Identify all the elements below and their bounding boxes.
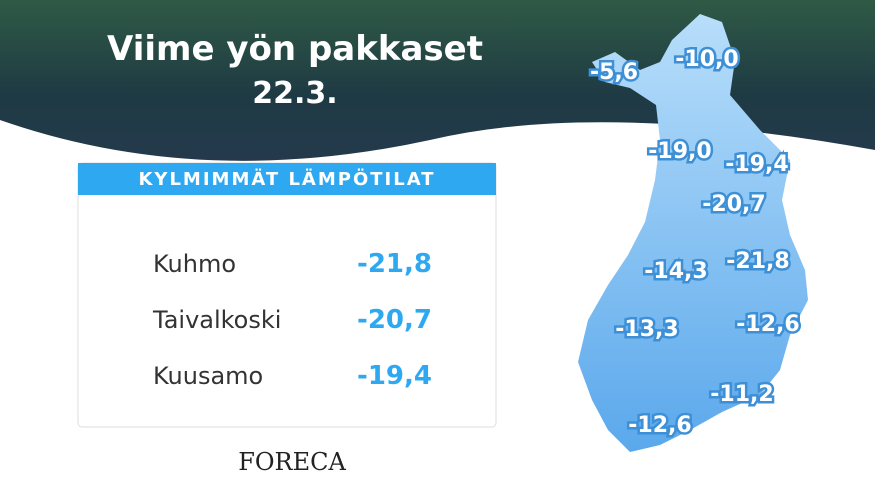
map-label: -19,4 (725, 152, 788, 177)
map-label: -11,2 (710, 382, 773, 407)
map-label: -19,0 (648, 139, 711, 164)
city: Taivalkoski (152, 306, 281, 334)
map-label: -5,6 (590, 60, 638, 85)
temperature: -20,7 (357, 305, 432, 335)
temperature: -21,8 (357, 249, 432, 279)
finland-map (578, 14, 808, 452)
date: 22.3. (252, 76, 337, 111)
aurora-sky (0, 0, 875, 161)
map-label: -12,6 (736, 312, 799, 337)
map-label: -21,8 (726, 249, 789, 274)
map-label: -14,3 (644, 259, 707, 284)
map-label: -12,6 (628, 413, 691, 438)
logo: FORECA (238, 448, 346, 476)
map-label: -20,7 (702, 192, 765, 217)
city: Kuhmo (153, 250, 236, 278)
city: Kuusamo (153, 362, 263, 390)
map-labels: -5,6 -10,0 -19,0 -19,4 -20,7 -21,8 -14,3… (587, 45, 802, 441)
table-card (77, 162, 497, 428)
table-title: KYLMIMMÄT LÄMPÖTILAT (138, 168, 435, 190)
map-label: -10,0 (675, 47, 738, 72)
table-header (78, 163, 496, 195)
temperature: -19,4 (357, 361, 432, 391)
title: Viime yön pakkaset (107, 29, 483, 69)
map-label: -13,3 (615, 317, 678, 342)
